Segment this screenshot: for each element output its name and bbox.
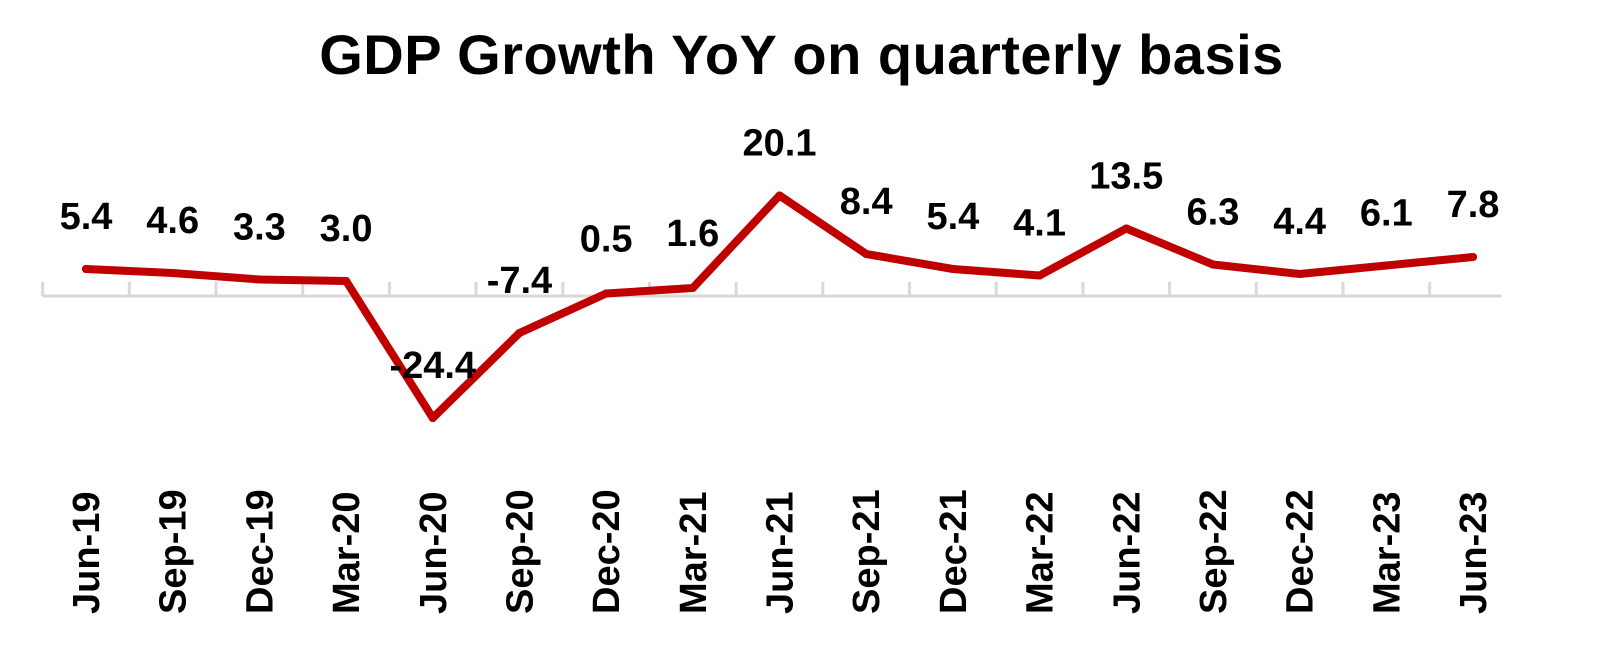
x-tick-label: Jun-20 <box>413 492 455 614</box>
data-label: 7.8 <box>1447 184 1500 226</box>
x-tick-label: Jun-23 <box>1453 492 1495 614</box>
x-tick-label: Jun-22 <box>1106 492 1148 614</box>
data-point <box>168 269 177 277</box>
data-label: 3.3 <box>233 207 286 249</box>
data-label: 1.6 <box>666 213 719 255</box>
x-axis <box>41 282 1502 298</box>
data-point <box>1122 224 1131 233</box>
x-tick-label: Jun-19 <box>66 492 108 614</box>
data-point <box>515 329 524 337</box>
x-tick-label: Dec-19 <box>239 489 281 614</box>
data-point <box>1208 260 1217 269</box>
data-label: 5.4 <box>60 196 113 238</box>
data-label: 4.4 <box>1273 201 1326 243</box>
x-tick-label: Dec-22 <box>1280 489 1322 614</box>
x-tick-label: Mar-21 <box>673 492 715 615</box>
x-tick-label: Jun-21 <box>760 492 802 614</box>
data-point <box>255 275 264 284</box>
data-point <box>1035 271 1044 280</box>
data-label: 20.1 <box>743 123 817 165</box>
x-tick-label: Sep-20 <box>499 489 541 614</box>
x-tick-label: Sep-21 <box>846 489 888 614</box>
data-label: -7.4 <box>487 260 552 302</box>
data-label: 5.4 <box>926 196 979 238</box>
data-label: 3.0 <box>320 208 373 250</box>
chart-title: GDP Growth YoY on quarterly basis <box>319 23 1284 86</box>
data-label: 13.5 <box>1089 156 1163 198</box>
x-tick-label: Mar-22 <box>1020 492 1062 615</box>
data-point <box>948 265 957 273</box>
data-point <box>775 191 784 200</box>
x-tick-labels: Jun-19 Sep-19 Dec-19 Mar-20 Jun-20 Sep-20 Dec-… <box>66 489 1495 614</box>
data-label: 8.4 <box>840 181 893 223</box>
x-tick-label: Dec-20 <box>586 489 628 614</box>
series-line <box>82 191 1477 422</box>
data-label: 0.5 <box>580 219 633 261</box>
series-line-group <box>82 191 1477 422</box>
data-point <box>602 289 611 298</box>
data-point <box>1382 261 1391 270</box>
x-tick-label: Mar-23 <box>1366 492 1408 615</box>
x-tick-label: Dec-21 <box>933 489 975 614</box>
x-tick-label: Sep-19 <box>153 489 195 614</box>
data-point <box>82 265 90 273</box>
data-label: 6.3 <box>1187 192 1240 234</box>
x-tick-label: Mar-20 <box>326 492 368 615</box>
data-point <box>1295 270 1304 278</box>
data-point <box>1469 253 1477 261</box>
data-label: 6.1 <box>1360 193 1413 235</box>
data-point <box>688 284 697 292</box>
data-point <box>428 414 437 422</box>
data-label: 4.6 <box>146 200 199 242</box>
data-labels: 5.4 4.6 3.3 3.0 -24.4 -7.4 0.5 1.6 20.1 8.4 5.4 4.1… <box>60 123 1500 388</box>
data-label: -24.4 <box>389 345 476 387</box>
data-point <box>862 250 871 258</box>
data-label: 4.1 <box>1013 203 1066 245</box>
data-point <box>342 277 351 285</box>
x-tick-label: Sep-22 <box>1193 489 1235 614</box>
